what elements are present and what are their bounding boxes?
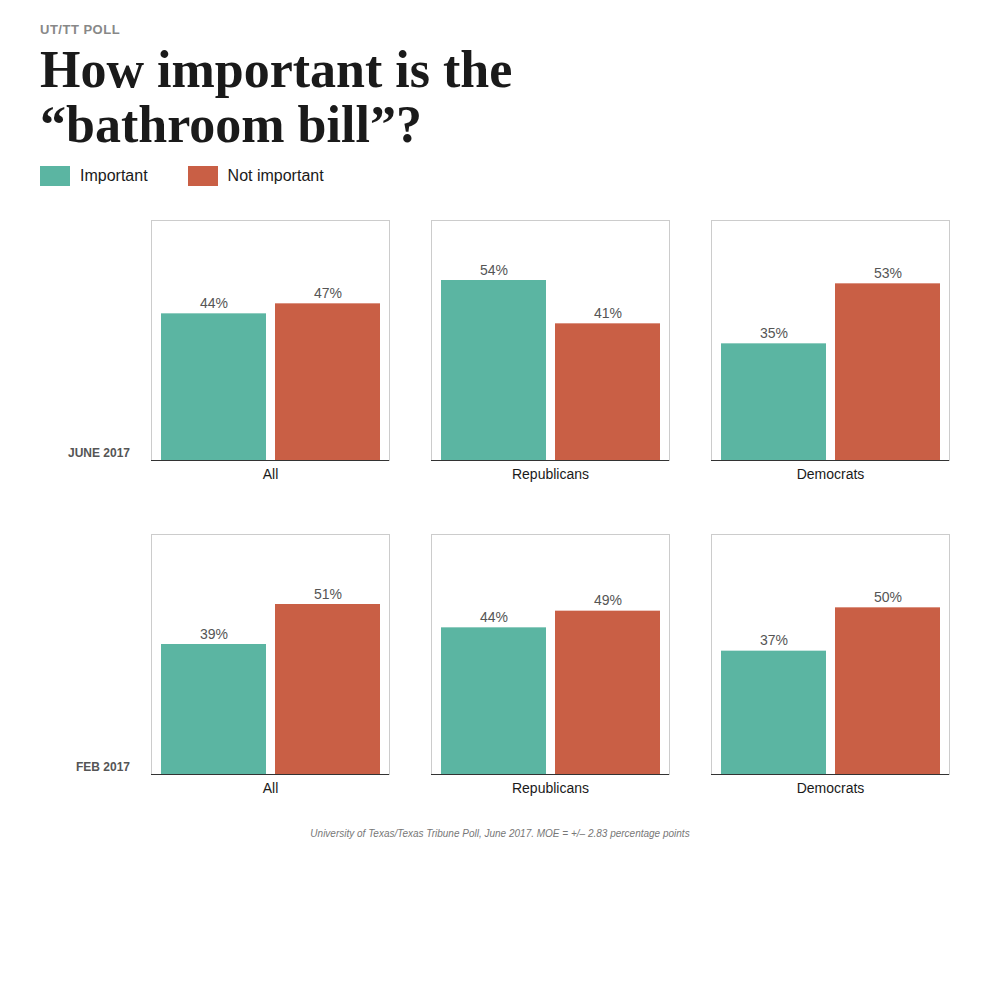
html-text:University of Texas/Texas Trib: University of Texas/Texas Tribune Poll, … — [310, 828, 690, 840]
html-text:How important is the: How important is the — [40, 41, 513, 98]
svg-text:41%: 41% — [594, 305, 622, 321]
svg-text:All: All — [263, 467, 279, 483]
svg-text:Democrats: Democrats — [797, 781, 865, 797]
svg-text:54%: 54% — [480, 262, 508, 278]
svg-text:44%: 44% — [480, 609, 508, 625]
svg-text:39%: 39% — [200, 626, 228, 642]
html-text:UT/TT POLL: UT/TT POLL — [40, 22, 121, 37]
svg-text:53%: 53% — [874, 265, 902, 281]
html-text:Not important: Not important — [227, 167, 324, 185]
svg-text:Republicans: Republicans — [512, 467, 589, 483]
svg-text:37%: 37% — [760, 632, 788, 648]
svg-text:Democrats: Democrats — [797, 467, 865, 483]
svg-text:Republicans: Republicans — [512, 781, 589, 797]
svg-text:44%: 44% — [200, 295, 228, 311]
svg-text:49%: 49% — [594, 592, 622, 608]
svg-text:47%: 47% — [314, 285, 342, 301]
html-text:JUNE 2017: JUNE 2017 — [68, 446, 130, 461]
svg-text:51%: 51% — [314, 586, 342, 602]
svg-text:35%: 35% — [760, 325, 788, 341]
html-text:“bathroom bill”?: “bathroom bill”? — [40, 95, 422, 153]
html-text:Important: Important — [80, 167, 148, 185]
svg-text:All: All — [263, 781, 279, 797]
svg-text:50%: 50% — [874, 589, 902, 605]
html-text:FEB 2017: FEB 2017 — [76, 760, 130, 775]
